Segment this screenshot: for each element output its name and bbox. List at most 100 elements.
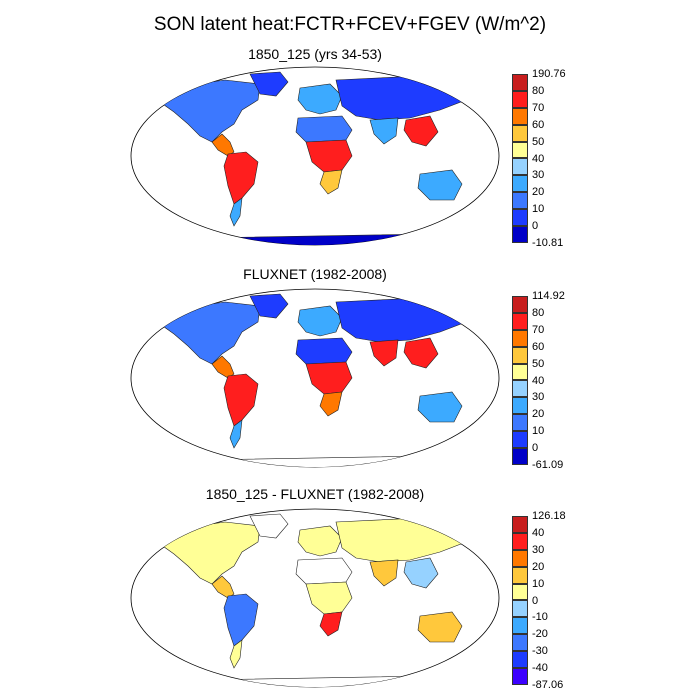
region-greenland [249, 293, 289, 319]
panel-2-colorbar [512, 296, 528, 465]
panel-2-map [130, 288, 500, 468]
region-antarctica [179, 455, 452, 467]
colorbar-label: 20 [532, 186, 545, 199]
colorbar-segment [512, 90, 528, 108]
region-southeast-asia [403, 337, 439, 369]
region-patagonia [229, 419, 243, 449]
region-south-africa [319, 391, 343, 417]
colorbar-label: 0 [532, 594, 539, 607]
region-central-america [211, 575, 235, 599]
colorbar-label: 70 [532, 101, 545, 114]
colorbar-label: -10.81 [532, 237, 564, 249]
colorbar-label: 50 [532, 135, 545, 148]
colorbar-segment [512, 617, 528, 635]
colorbar-label: 80 [532, 84, 545, 97]
region-australia [417, 611, 463, 643]
region-patagonia [229, 639, 243, 669]
colorbar-label: 40 [532, 374, 545, 387]
colorbar-segment [512, 226, 528, 243]
panel-2-title: FLUXNET (1982-2008) [243, 266, 387, 282]
colorbar-label: 60 [532, 340, 545, 353]
colorbar-segment [512, 158, 528, 176]
colorbar-segment [512, 431, 528, 449]
region-europe [297, 83, 343, 115]
colorbar-label: 70 [532, 323, 545, 336]
colorbar-label: 190.76 [532, 68, 566, 80]
region-sahara [295, 337, 353, 365]
region-australia [417, 391, 463, 423]
region-south-africa [319, 611, 343, 637]
colorbar-label: 126.18 [532, 510, 566, 522]
colorbar-segment [512, 532, 528, 550]
colorbar-segment [512, 296, 528, 313]
colorbar-segment [512, 175, 528, 193]
panel-3-map [130, 508, 500, 688]
colorbar-label: 10 [532, 203, 545, 216]
colorbar-segment [512, 380, 528, 398]
region-south-africa [319, 169, 343, 195]
region-antarctica [179, 233, 452, 245]
colorbar-label: 80 [532, 306, 545, 319]
panel-1-colorbar [512, 74, 528, 243]
colorbar-segment [512, 583, 528, 601]
colorbar-label: 20 [532, 560, 545, 573]
colorbar-segment [512, 141, 528, 159]
region-south-asia [369, 117, 399, 145]
colorbar-segment [512, 397, 528, 415]
region-south-asia [369, 559, 399, 587]
colorbar-label: 20 [532, 408, 545, 421]
region-sahara [295, 557, 353, 585]
colorbar-segment [512, 124, 528, 142]
region-europe [297, 305, 343, 337]
region-europe [297, 525, 343, 557]
colorbar-label: 50 [532, 357, 545, 370]
region-southeast-asia [403, 115, 439, 147]
panel-1-map [130, 66, 500, 246]
colorbar-label: 60 [532, 118, 545, 131]
colorbar-label: 30 [532, 169, 545, 182]
figure-title: SON latent heat:FCTR+FCEV+FGEV (W/m^2) [153, 14, 547, 35]
region-greenland [249, 71, 289, 97]
colorbar-label: 0 [532, 442, 539, 455]
colorbar-label: 10 [532, 577, 545, 590]
region-south-asia [369, 339, 399, 367]
colorbar-segment [512, 600, 528, 618]
colorbar-segment [512, 346, 528, 364]
colorbar-label: 30 [532, 391, 545, 404]
colorbar-segment [512, 363, 528, 381]
colorbar-segment [512, 651, 528, 669]
colorbar-label: -87.06 [532, 679, 564, 691]
panel-3-colorbar [512, 516, 528, 685]
colorbar-segment [512, 74, 528, 91]
colorbar-label: -20 [532, 628, 548, 641]
panel-1-title: 1850_125 (yrs 34-53) [248, 46, 382, 62]
colorbar-segment [512, 312, 528, 330]
colorbar-segment [512, 107, 528, 125]
region-greenland [249, 513, 289, 539]
colorbar-label: 40 [532, 526, 545, 539]
colorbar-segment [512, 414, 528, 432]
panel-3-title: 1850_125 - FLUXNET (1982-2008) [205, 486, 425, 502]
colorbar-segment [512, 668, 528, 685]
colorbar-label: 30 [532, 543, 545, 556]
colorbar-segment [512, 549, 528, 567]
colorbar-label: -61.09 [532, 459, 564, 471]
colorbar-label: -30 [532, 645, 548, 658]
colorbar-segment [512, 192, 528, 210]
region-central-america [211, 133, 235, 157]
region-patagonia [229, 197, 243, 227]
colorbar-segment [512, 209, 528, 227]
colorbar-label: 10 [532, 425, 545, 438]
colorbar-label: -40 [532, 662, 548, 675]
colorbar-segment [512, 448, 528, 465]
colorbar-segment [512, 329, 528, 347]
colorbar-segment [512, 516, 528, 533]
region-central-america [211, 355, 235, 379]
colorbar-label: -10 [532, 611, 548, 624]
region-australia [417, 169, 463, 201]
region-southeast-asia [403, 557, 439, 589]
colorbar-segment [512, 634, 528, 652]
colorbar-segment [512, 566, 528, 584]
colorbar-label: 114.92 [532, 290, 565, 302]
colorbar-label: 40 [532, 152, 545, 165]
